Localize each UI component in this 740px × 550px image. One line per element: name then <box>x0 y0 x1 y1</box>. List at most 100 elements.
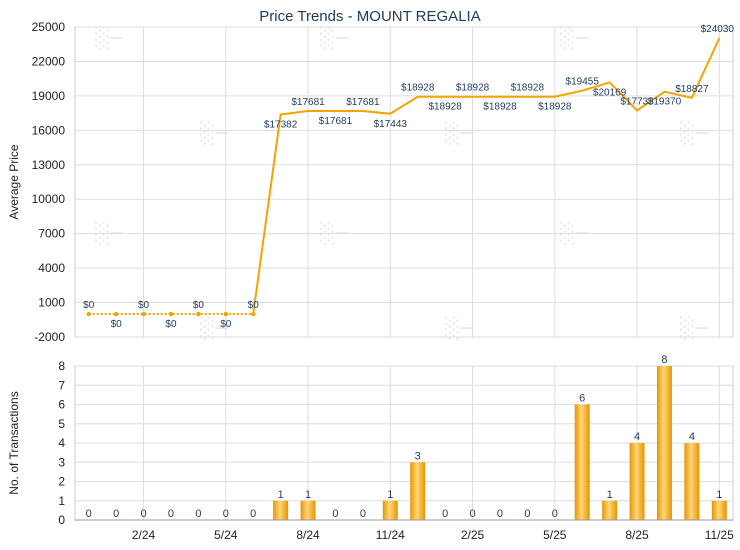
transactions-y-tick: 0 <box>58 513 65 527</box>
x-tick-label: 8/24 <box>296 528 320 542</box>
transactions-y-tick: 1 <box>58 494 65 508</box>
transaction-bar <box>602 500 618 520</box>
price-y-tick: 4000 <box>38 261 65 275</box>
price-y-tick: 19000 <box>32 89 66 103</box>
price-point <box>223 311 228 317</box>
transaction-count-label: 1 <box>387 489 393 501</box>
watermark-mark: ░─ <box>95 221 123 245</box>
x-tick-label: 5/24 <box>214 528 238 542</box>
watermark-mark: ░─ <box>95 26 123 50</box>
transaction-bar <box>656 366 672 520</box>
price-panel: ░─░─░─░─░─░─░─░─░─░─░─░─░─░─░─░─░─░─-200… <box>7 20 734 510</box>
price-data-label: $17681 <box>346 97 380 108</box>
price-data-label: $19455 <box>566 77 600 88</box>
price-data-label: $0 <box>111 319 123 330</box>
transaction-count-label: 1 <box>305 489 311 501</box>
price-line <box>252 37 721 315</box>
price-y-tick: 1000 <box>38 296 65 310</box>
watermark-mark: ░─ <box>200 121 228 145</box>
transaction-bar <box>382 500 398 520</box>
transaction-count-label: 0 <box>113 508 119 520</box>
transactions-y-tick: 5 <box>58 417 65 431</box>
price-y-tick: 10000 <box>32 192 66 206</box>
price-point <box>141 311 146 317</box>
transactions-y-tick: 8 <box>58 359 65 373</box>
transaction-count-label: 3 <box>415 450 421 462</box>
price-data-label: $18928 <box>538 102 572 113</box>
price-data-label: $18928 <box>511 83 545 94</box>
transactions-y-tick: 3 <box>58 455 65 469</box>
transaction-count-label: 4 <box>634 431 640 443</box>
watermark-mark: ░─ <box>320 221 348 245</box>
x-tick-label: 2/24 <box>132 528 156 542</box>
price-y-axis-label: Average Price <box>7 144 21 219</box>
price-data-label: $0 <box>138 300 150 311</box>
transaction-bar <box>574 404 590 520</box>
watermark-mark: ░─ <box>560 26 588 50</box>
price-data-label: $17443 <box>374 119 408 130</box>
price-data-label: $18928 <box>483 102 517 113</box>
price-data-label: $17681 <box>319 116 353 127</box>
watermark-mark: ░─ <box>560 221 588 245</box>
price-y-tick: 25000 <box>32 20 66 34</box>
transaction-count-label: 0 <box>332 508 338 520</box>
transaction-count-label: 4 <box>689 431 695 443</box>
watermark-mark: ░─ <box>200 316 228 340</box>
transactions-y-axis-label: No. of Transactions <box>7 391 21 494</box>
price-data-label: $0 <box>248 300 260 311</box>
transaction-count-label: 0 <box>168 508 174 520</box>
price-point <box>251 311 256 317</box>
transaction-bar <box>629 443 645 520</box>
transaction-bar <box>711 500 727 520</box>
price-point <box>86 311 91 317</box>
transaction-count-label: 0 <box>497 508 503 520</box>
transactions-y-tick: 6 <box>58 398 65 412</box>
transaction-count-label: 0 <box>86 508 92 520</box>
x-tick-label: 5/25 <box>543 528 567 542</box>
price-data-label: $0 <box>220 319 232 330</box>
price-data-label: $0 <box>83 300 95 311</box>
transaction-bar <box>273 500 289 520</box>
transaction-count-label: 0 <box>250 508 256 520</box>
price-data-label: $0 <box>165 319 177 330</box>
price-data-label: $17382 <box>264 119 298 130</box>
transaction-bar <box>410 462 426 520</box>
price-point <box>196 311 201 317</box>
price-point <box>113 311 119 317</box>
transactions-y-tick: 7 <box>58 378 65 392</box>
price-data-label: $18827 <box>675 84 709 95</box>
price-point <box>168 311 174 317</box>
price-data-label: $18928 <box>401 83 435 94</box>
watermark-mark: ░─ <box>445 121 473 145</box>
transaction-bar <box>300 500 316 520</box>
price-data-label: $19370 <box>648 97 682 108</box>
price-data-label: $17681 <box>291 97 325 108</box>
chart-title: Price Trends - MOUNT REGALIA <box>259 8 480 25</box>
transaction-count-label: 1 <box>278 489 284 501</box>
price-data-label: $18928 <box>428 102 462 113</box>
watermark-mark: ░─ <box>445 316 473 340</box>
price-data-label: $17733 <box>620 96 654 107</box>
price-y-tick: 16000 <box>32 123 66 137</box>
transaction-count-label: 0 <box>524 508 530 520</box>
transaction-count-label: 0 <box>442 508 448 520</box>
price-data-label: $24030 <box>701 24 735 35</box>
price-y-tick: 22000 <box>32 54 66 68</box>
price-data-label: $0 <box>193 300 205 311</box>
price-y-tick: 13000 <box>32 158 66 172</box>
transaction-count-label: 0 <box>552 508 558 520</box>
transactions-y-tick: 4 <box>58 436 65 450</box>
transaction-count-label: 1 <box>716 489 722 501</box>
price-data-label: $18928 <box>456 83 490 94</box>
transaction-count-label: 1 <box>607 489 613 501</box>
transaction-count-label: 0 <box>140 508 146 520</box>
x-tick-label: 2/25 <box>461 528 485 542</box>
transaction-bar <box>684 443 700 520</box>
watermark-mark: ░─ <box>680 121 708 145</box>
transaction-count-label: 0 <box>360 508 366 520</box>
transaction-count-label: 8 <box>661 354 667 366</box>
transaction-count-label: 0 <box>223 508 229 520</box>
x-tick-label: 11/24 <box>376 528 405 542</box>
